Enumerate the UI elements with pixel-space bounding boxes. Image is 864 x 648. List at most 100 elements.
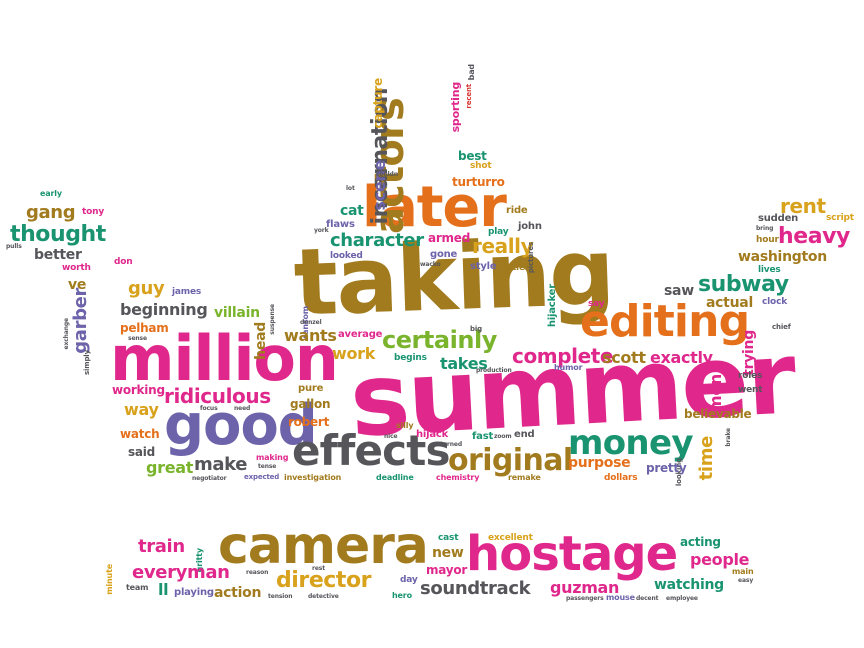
word-director: director bbox=[276, 568, 372, 593]
word-hostage: hostage bbox=[466, 526, 678, 582]
word-cast: cast bbox=[438, 533, 459, 543]
word-ve: ve bbox=[68, 277, 87, 293]
word-easy: easy bbox=[738, 577, 754, 584]
word-better: better bbox=[34, 247, 82, 263]
word-make: make bbox=[194, 454, 248, 475]
word-silly: silly bbox=[396, 421, 414, 430]
word-chemistry: chemistry bbox=[436, 473, 480, 482]
word-editing: editing bbox=[580, 296, 750, 347]
word-gone: gone bbox=[430, 249, 458, 260]
word-tension: tension bbox=[268, 593, 293, 600]
word-hijacker: hijacker bbox=[547, 284, 558, 328]
word-focus: focus bbox=[200, 405, 218, 412]
word-scott: scott bbox=[602, 348, 646, 367]
word-lives: lives bbox=[758, 265, 781, 275]
word-chief: chief bbox=[772, 323, 791, 331]
word-recent: recent bbox=[465, 84, 473, 109]
word-new: new bbox=[432, 545, 464, 561]
word-people: people bbox=[690, 550, 750, 569]
word-camera: camera bbox=[218, 516, 429, 576]
word-cat: cat bbox=[340, 203, 364, 219]
word-said: said bbox=[128, 445, 155, 459]
word-million: million bbox=[110, 322, 339, 395]
word-good: good bbox=[164, 393, 318, 458]
word-reason: reason bbox=[246, 569, 269, 576]
word-work: work bbox=[332, 344, 376, 363]
word-soundtrack: soundtrack bbox=[420, 578, 531, 599]
word-mayor: mayor bbox=[426, 563, 468, 577]
word-exactly: exactly bbox=[650, 348, 713, 367]
word-gang: gang bbox=[26, 202, 76, 223]
word-train: train bbox=[138, 536, 185, 557]
word-thought: thought bbox=[10, 222, 106, 247]
word-robert: robert bbox=[288, 415, 330, 429]
word-character: character bbox=[330, 230, 424, 251]
word-action: action bbox=[214, 585, 262, 601]
word-zoom: zoom bbox=[494, 433, 512, 440]
word-james: james bbox=[172, 287, 202, 297]
word-employee: employee bbox=[666, 595, 698, 602]
word-team: team bbox=[126, 583, 149, 592]
word-washington: washington bbox=[738, 249, 827, 265]
word-don: don bbox=[114, 257, 133, 267]
word-tony: tony bbox=[82, 207, 105, 217]
word-average: average bbox=[338, 329, 383, 340]
word-worth: worth bbox=[62, 263, 91, 273]
word-heavy: heavy bbox=[778, 224, 850, 249]
word-complete: complete bbox=[512, 344, 614, 368]
word-excellent: excellent bbox=[488, 533, 533, 543]
word-little: little bbox=[502, 263, 525, 273]
word-working: working bbox=[112, 383, 165, 397]
word-humor: humor bbox=[554, 363, 583, 372]
word-fast: fast bbox=[472, 431, 494, 442]
word-say: say bbox=[588, 299, 605, 309]
word-john: john bbox=[518, 221, 542, 232]
word-shot: shot bbox=[470, 161, 492, 171]
word-early: early bbox=[40, 189, 62, 198]
word-tense: tense bbox=[258, 463, 277, 470]
word-hour: hour bbox=[756, 235, 779, 245]
word-sudden: sudden bbox=[758, 213, 799, 224]
word-mouse: mouse bbox=[606, 593, 635, 602]
word-really: really bbox=[472, 234, 534, 258]
word-hijack: hijack bbox=[416, 429, 449, 440]
word-original: original bbox=[448, 443, 573, 478]
word-big: big bbox=[470, 325, 483, 333]
word-day: day bbox=[400, 575, 418, 585]
word-sporting: sporting bbox=[449, 82, 462, 133]
word-denzel: denzel bbox=[300, 319, 322, 326]
word-beginning: beginning bbox=[120, 300, 208, 319]
word-later: later bbox=[362, 175, 507, 240]
word-play: play bbox=[488, 227, 509, 237]
word-armed: armed bbox=[428, 231, 471, 245]
word-turned: turned bbox=[440, 441, 463, 448]
word-sense: sense bbox=[128, 335, 147, 342]
word-garber: garber bbox=[70, 288, 91, 354]
word-pelham: pelham bbox=[120, 321, 169, 335]
word-scene: scene bbox=[370, 160, 389, 211]
word-wants: wants bbox=[284, 326, 337, 345]
word-hero: hero bbox=[392, 591, 412, 600]
word-rest: rest bbox=[312, 565, 325, 572]
word-exchange: exchange bbox=[63, 318, 70, 350]
word-wacko: wacko bbox=[420, 261, 441, 268]
word-negotiator: negotiator bbox=[192, 475, 227, 482]
word-minute: minute bbox=[105, 564, 114, 595]
word-detective: detective bbox=[308, 593, 339, 600]
word-certainly: certainly bbox=[382, 326, 497, 354]
word-bad: bad bbox=[467, 64, 476, 81]
word-guy: guy bbox=[128, 278, 165, 299]
word-remake: remake bbox=[508, 473, 541, 482]
word-main: main bbox=[732, 567, 754, 576]
word-expected: expected bbox=[244, 473, 280, 481]
word-rent: rent bbox=[780, 194, 826, 218]
word-ridiculous: ridiculous bbox=[164, 384, 271, 408]
word-end: end bbox=[514, 429, 535, 440]
word-pulls: pulls bbox=[6, 243, 22, 250]
word-watching: watching bbox=[654, 577, 724, 593]
word-capture: capture bbox=[371, 78, 385, 129]
word-script: script bbox=[826, 213, 854, 223]
word-everyman: everyman bbox=[132, 562, 230, 583]
word-simply: simply bbox=[83, 350, 91, 375]
word-decent: decent bbox=[636, 595, 659, 602]
